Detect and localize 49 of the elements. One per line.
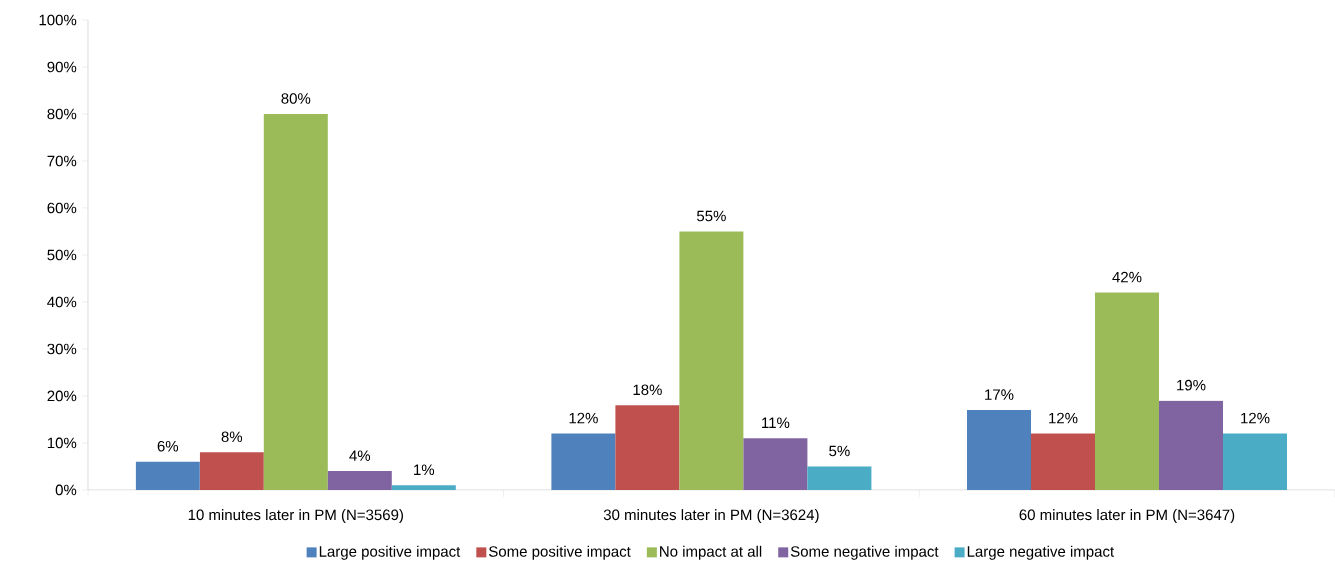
bar: [1159, 400, 1224, 490]
bar: [966, 410, 1031, 490]
bar: [1095, 292, 1160, 490]
bar: [743, 438, 808, 490]
y-tick-label: 20%: [47, 390, 77, 402]
x-tick-label: 30 minutes later in PM (N=3624): [603, 509, 819, 524]
legend-label: Large negative impact: [967, 545, 1115, 560]
bar: [1031, 433, 1095, 490]
y-tick-label: 40%: [47, 296, 77, 308]
bar: [679, 231, 744, 490]
y-tick-label: 50%: [47, 249, 77, 261]
bar: [391, 485, 456, 490]
data-label: 17%: [985, 389, 1014, 400]
data-label: 80%: [281, 93, 311, 104]
bar: [263, 114, 328, 490]
bar: [1223, 433, 1288, 490]
legend-label: Some negative impact: [790, 545, 939, 560]
data-label: 11%: [762, 417, 790, 429]
legend-label: No impact at all: [660, 545, 762, 560]
bar: [551, 433, 616, 490]
data-label: 18%: [633, 384, 662, 396]
bar: [135, 461, 200, 490]
data-label: 6%: [157, 440, 179, 452]
y-tick-label: 30%: [47, 343, 77, 355]
x-tick-label: 60 minutes later in PM (N=3647): [1019, 509, 1235, 524]
y-tick-label: 60%: [47, 202, 77, 214]
y-tick-label: 80%: [47, 108, 77, 120]
data-label: 1%: [414, 464, 435, 476]
data-label: 5%: [829, 445, 850, 457]
y-tick-label: 0%: [55, 484, 77, 496]
y-tick-label: 70%: [47, 155, 77, 167]
legend-label: Some positive impact: [489, 545, 631, 560]
x-tick-label: 10 minutes later in PM (N=3569): [188, 509, 403, 524]
bar: [615, 405, 680, 490]
y-tick-label: 10%: [47, 437, 77, 449]
legend-label: Large positive impact: [319, 545, 461, 560]
y-tick-label: 90%: [47, 61, 77, 73]
data-label: 12%: [1241, 412, 1270, 424]
bar: [807, 466, 872, 490]
data-label: 12%: [569, 412, 598, 424]
data-label: 4%: [349, 450, 371, 461]
data-label: 19%: [1177, 379, 1206, 391]
bar: [327, 471, 392, 490]
data-label: 8%: [221, 431, 243, 443]
data-label: 12%: [1049, 412, 1078, 424]
data-label: 55%: [696, 210, 726, 222]
bar: [199, 452, 264, 490]
data-label: 42%: [1112, 271, 1142, 283]
y-tick-label: 100%: [39, 14, 77, 26]
